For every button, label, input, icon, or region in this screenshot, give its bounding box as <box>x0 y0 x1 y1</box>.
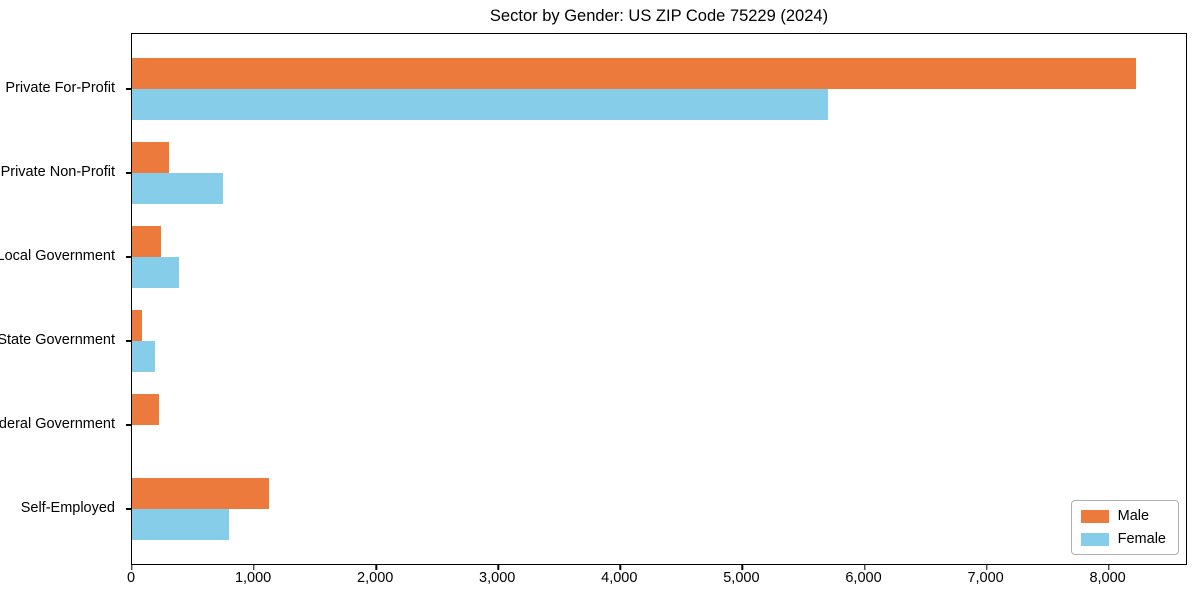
x-tick-label: 2,000 <box>357 570 394 586</box>
x-tick-label: 7,000 <box>967 570 1004 586</box>
x-tick <box>619 565 621 570</box>
x-tick <box>131 565 133 570</box>
y-tick-label: Private For-Profit <box>5 80 115 96</box>
legend: Male Female <box>1070 500 1179 555</box>
y-axis-labels: Private For-Profit Private Non-Profit Loca… <box>0 33 122 565</box>
x-tick <box>375 565 377 570</box>
y-tick <box>126 424 131 426</box>
x-tick <box>253 565 255 570</box>
chart-title: Sector by Gender: US ZIP Code 75229 (202… <box>489 7 829 25</box>
y-tick <box>126 256 131 258</box>
legend-swatch-male <box>1080 509 1109 523</box>
x-tick <box>497 565 499 570</box>
y-tick <box>126 508 131 510</box>
legend-swatch-female <box>1080 532 1109 546</box>
legend-item-male: Male <box>1080 508 1166 524</box>
bar-male-federal-government <box>132 394 159 425</box>
bar-male-local-government <box>132 226 162 257</box>
bar-female-private-for-profit <box>132 89 828 120</box>
x-tick-label: 6,000 <box>845 570 882 586</box>
plot-area: Male Female <box>126 33 1187 570</box>
y-tick <box>126 340 131 342</box>
y-tick-label: Local Government <box>0 248 115 264</box>
y-tick <box>126 172 131 174</box>
legend-label-female: Female <box>1117 531 1166 547</box>
x-tick-label: 5,000 <box>723 570 760 586</box>
y-tick-label: State Government <box>0 332 115 348</box>
bar-female-state-government <box>132 341 156 372</box>
bar-female-private-non-profit <box>132 173 223 204</box>
x-tick-label: 1,000 <box>234 570 272 586</box>
legend-item-female: Female <box>1080 531 1166 547</box>
x-tick <box>1107 565 1110 570</box>
x-tick-label: 4,000 <box>601 570 638 586</box>
bar-male-self-employed <box>132 478 269 509</box>
y-tick-label: Federal Government <box>0 416 115 432</box>
x-tick <box>741 565 744 570</box>
bar-female-local-government <box>132 257 179 288</box>
bar-female-self-employed <box>132 509 230 540</box>
x-tick <box>863 565 866 570</box>
x-axis-labels: 0 1,000 2,000 3,000 4,000 5,000 6,000 7,000 8,00… <box>127 570 1187 592</box>
bar-male-state-government <box>132 310 143 341</box>
x-tick-label: 0 <box>126 570 136 586</box>
bar-male-private-for-profit <box>132 58 1136 89</box>
y-tick-label: Self-Employed <box>20 500 115 516</box>
x-tick-label: 8,000 <box>1089 570 1126 586</box>
x-tick-label: 3,000 <box>479 570 516 586</box>
legend-label-male: Male <box>1117 508 1150 524</box>
y-tick <box>126 88 131 90</box>
y-tick-label: Private Non-Profit <box>0 164 115 180</box>
x-tick <box>985 565 988 570</box>
bar-male-private-non-profit <box>132 142 169 173</box>
